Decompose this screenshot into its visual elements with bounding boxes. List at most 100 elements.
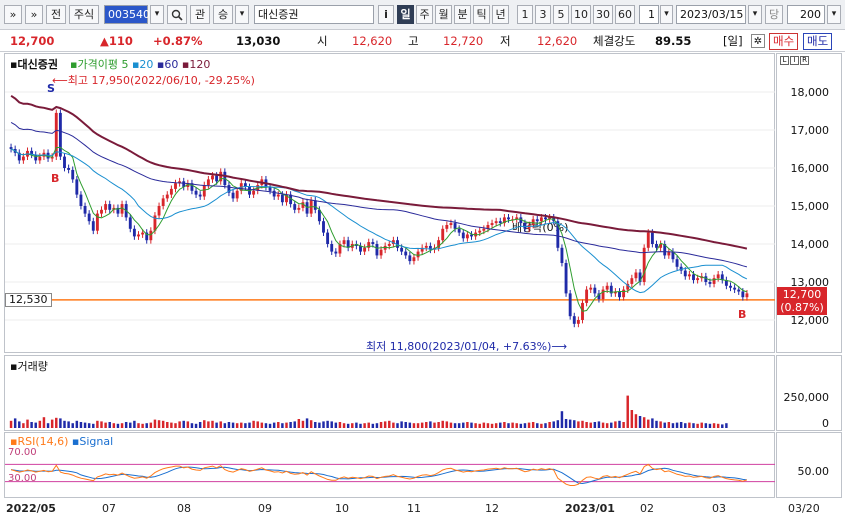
volume-bar	[203, 420, 206, 428]
volume-bar	[552, 421, 555, 428]
zoom-count-input[interactable]: 200	[787, 5, 825, 24]
volume-bar	[363, 423, 366, 428]
rise-list-button[interactable]: 승	[213, 5, 233, 24]
interval-10-button[interactable]: 10	[571, 5, 591, 24]
pane-scale-i-icon[interactable]: I	[790, 56, 799, 65]
volume-bar	[248, 422, 251, 428]
x-label-09: 09	[258, 502, 272, 515]
candle-body	[683, 270, 687, 277]
volume-bar	[293, 421, 296, 428]
price-tick-18000: 18,000	[790, 86, 830, 99]
count-dropdown-icon[interactable]: ▾	[660, 5, 673, 24]
interval-5-button[interactable]: 5	[553, 5, 569, 24]
gear-icon[interactable]: ✲	[751, 34, 765, 48]
candle-body	[593, 287, 597, 294]
related-stocks-button[interactable]: 관	[190, 5, 210, 24]
buy-button[interactable]: 매수	[769, 33, 799, 50]
interval-60-button[interactable]: 60	[615, 5, 635, 24]
expand-button[interactable]: »	[4, 5, 22, 24]
candle-body	[585, 289, 589, 303]
pane-scale-l-icon[interactable]: L	[780, 56, 789, 65]
period-yearly-tab[interactable]: 년	[492, 5, 509, 24]
volume-bar	[277, 422, 280, 428]
candle-body	[174, 183, 177, 189]
period-tick-tab[interactable]: 틱	[473, 5, 490, 24]
volume-chart-plot[interactable]	[5, 370, 775, 430]
rise-dropdown-icon[interactable]: ▾	[235, 5, 249, 24]
asset-type-selector[interactable]: 주식	[69, 5, 99, 24]
volume-bar	[322, 421, 325, 428]
volume-bar	[597, 421, 601, 428]
interval-count-input[interactable]: 1	[639, 5, 659, 24]
volume-bar	[412, 423, 416, 428]
x-label-08: 08	[177, 502, 191, 515]
volume-bar	[445, 421, 449, 428]
volume-bar	[651, 418, 654, 428]
volume-bar	[104, 422, 107, 428]
price-tick-16000: 16,000	[790, 162, 830, 175]
pane-scale-r-icon[interactable]: R	[800, 56, 809, 65]
whole-market-button[interactable]: 전	[46, 5, 66, 24]
date-input[interactable]: 2023/03/15	[676, 5, 746, 24]
period-minute-tab[interactable]: 분	[454, 5, 471, 24]
volume-pane[interactable]	[4, 355, 775, 431]
candle-body	[149, 230, 153, 241]
volume-bar	[26, 419, 29, 428]
search-button[interactable]	[167, 5, 187, 24]
candle-body	[507, 217, 510, 220]
volume-bar	[330, 421, 333, 428]
candle-body	[190, 183, 194, 191]
candle-body	[379, 249, 383, 256]
volume-bar	[581, 420, 584, 428]
interval-1-button[interactable]: 1	[517, 5, 533, 24]
today-button[interactable]: 당	[765, 5, 783, 24]
volume-bar	[153, 419, 157, 428]
volume-bar	[392, 422, 395, 428]
candle-body	[659, 244, 663, 248]
candle-body	[729, 285, 732, 288]
period-monthly-tab[interactable]: 월	[435, 5, 452, 24]
volume-bar	[486, 423, 490, 428]
candle-body	[618, 291, 621, 298]
volume-bar	[38, 420, 42, 428]
candle-body	[104, 204, 108, 210]
menu-dropdown-button[interactable]: »	[25, 5, 43, 24]
previous-close: 13,030	[236, 34, 281, 48]
interval-3-button[interactable]: 3	[535, 5, 551, 24]
candle-body	[539, 217, 543, 222]
volume-bar	[531, 422, 535, 428]
volume-bar	[721, 424, 724, 428]
volume-bar	[383, 421, 387, 428]
price-chart-plot[interactable]: S B B	[5, 70, 775, 340]
period-daily-tab[interactable]: 일	[397, 5, 414, 24]
zoom-dropdown-icon[interactable]: ▾	[827, 5, 841, 24]
price-change: ▲110	[100, 34, 133, 48]
candle-body	[137, 234, 140, 237]
sell-button[interactable]: 매도	[803, 33, 833, 50]
price-tick-15000: 15,000	[790, 200, 830, 213]
volume-bar	[355, 422, 358, 428]
candle-body	[412, 257, 416, 262]
candle-body	[243, 183, 247, 187]
period-indicator-button[interactable]: [일]	[723, 34, 743, 48]
stock-code-input[interactable]: 003540	[104, 5, 150, 24]
volume-bar	[642, 417, 646, 428]
volume-bar	[285, 422, 288, 428]
legend-ma5: ▪가격이평 5	[70, 58, 129, 71]
candle-body	[556, 221, 560, 248]
volume-bar	[679, 422, 683, 428]
rsi-chart-plot[interactable]	[5, 446, 775, 496]
candle-body	[30, 150, 34, 155]
calendar-dropdown-icon[interactable]: ▾	[748, 5, 762, 24]
volume-bar	[511, 422, 514, 428]
interval-30-button[interactable]: 30	[593, 5, 613, 24]
candle-body	[465, 234, 469, 239]
candle-body	[317, 209, 321, 222]
period-weekly-tab[interactable]: 주	[416, 5, 433, 24]
code-dropdown-icon[interactable]: ▾	[150, 5, 164, 24]
info-button[interactable]: i	[378, 5, 394, 24]
price-pane[interactable]	[4, 53, 775, 353]
volume-bar	[371, 423, 375, 428]
candle-body	[363, 247, 367, 252]
x-label-2022-05: 2022/05	[6, 502, 56, 515]
